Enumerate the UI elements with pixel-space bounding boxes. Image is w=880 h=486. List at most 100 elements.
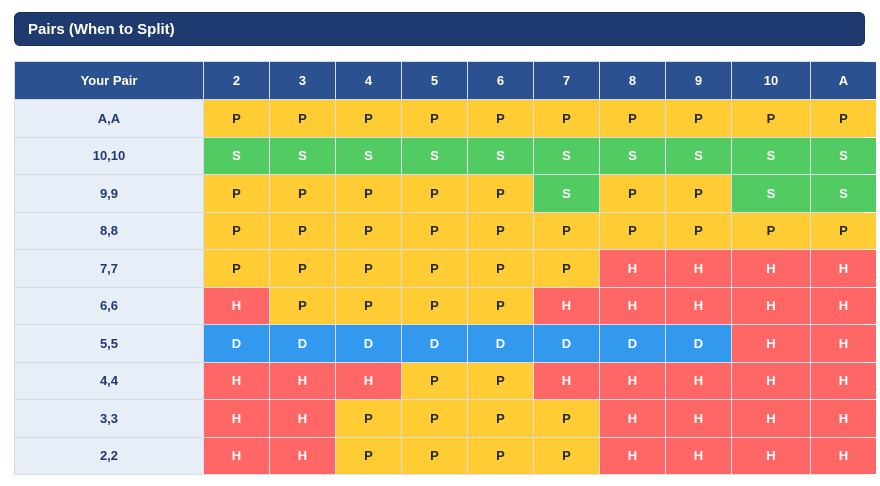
action-cell: P — [534, 212, 599, 249]
action-cell: H — [666, 362, 731, 399]
action-cell: H — [811, 362, 876, 399]
column-header: 2 — [204, 62, 269, 99]
action-cell: D — [204, 325, 269, 362]
action-cell: P — [402, 437, 467, 474]
action-cell: P — [336, 437, 401, 474]
action-cell: P — [270, 212, 335, 249]
column-header: 4 — [336, 62, 401, 99]
action-cell: H — [811, 287, 876, 324]
action-cell: S — [600, 137, 665, 174]
action-cell: D — [336, 325, 401, 362]
action-cell: P — [666, 100, 731, 137]
action-cell: H — [600, 250, 665, 287]
action-cell: D — [270, 325, 335, 362]
column-header: A — [811, 62, 876, 99]
action-cell: H — [534, 287, 599, 324]
action-cell: S — [732, 175, 810, 212]
action-cell: P — [600, 100, 665, 137]
action-cell: P — [204, 175, 269, 212]
action-cell: S — [270, 137, 335, 174]
column-header: 3 — [270, 62, 335, 99]
action-cell: P — [204, 212, 269, 249]
row-header: 3,3 — [15, 400, 203, 437]
action-cell: P — [204, 250, 269, 287]
row-header: A,A — [15, 100, 203, 137]
action-cell: S — [402, 137, 467, 174]
row-header: 4,4 — [15, 362, 203, 399]
action-cell: H — [204, 400, 269, 437]
column-header: 5 — [402, 62, 467, 99]
action-cell: H — [732, 400, 810, 437]
action-cell: P — [534, 400, 599, 437]
action-cell: P — [666, 212, 731, 249]
action-cell: P — [468, 362, 533, 399]
action-cell: S — [811, 137, 876, 174]
action-cell: P — [468, 175, 533, 212]
row-header: 8,8 — [15, 212, 203, 249]
action-cell: P — [468, 100, 533, 137]
title-bar: Pairs (When to Split) — [14, 12, 865, 46]
action-cell: P — [270, 250, 335, 287]
column-header: Your Pair — [15, 62, 203, 99]
action-cell: H — [534, 362, 599, 399]
action-cell: P — [468, 212, 533, 249]
action-cell: P — [811, 100, 876, 137]
action-cell: P — [402, 175, 467, 212]
action-cell: H — [732, 325, 810, 362]
action-cell: H — [270, 400, 335, 437]
action-cell: P — [336, 100, 401, 137]
column-header: 10 — [732, 62, 810, 99]
action-cell: P — [204, 100, 269, 137]
action-cell: P — [402, 100, 467, 137]
action-cell: H — [666, 250, 731, 287]
row-header: 7,7 — [15, 250, 203, 287]
action-cell: S — [534, 137, 599, 174]
action-cell: H — [270, 437, 335, 474]
row-header: 6,6 — [15, 287, 203, 324]
action-cell: P — [468, 437, 533, 474]
action-cell: H — [204, 287, 269, 324]
action-cell: P — [336, 175, 401, 212]
action-cell: P — [402, 287, 467, 324]
action-cell: P — [732, 100, 810, 137]
action-cell: H — [204, 437, 269, 474]
row-header: 2,2 — [15, 437, 203, 474]
action-cell: S — [468, 137, 533, 174]
action-cell: D — [600, 325, 665, 362]
row-header: 5,5 — [15, 325, 203, 362]
action-cell: H — [732, 287, 810, 324]
action-cell: S — [204, 137, 269, 174]
action-cell: P — [402, 400, 467, 437]
action-cell: H — [732, 250, 810, 287]
action-cell: P — [811, 212, 876, 249]
action-cell: P — [336, 212, 401, 249]
action-cell: H — [811, 325, 876, 362]
strategy-table: Your Pair 2 3 4 5 6 7 8 9 10 A A,A P P P P P P P P P P 10,10 S S… — [14, 61, 876, 475]
action-cell: S — [666, 137, 731, 174]
action-cell: P — [468, 400, 533, 437]
column-header: 9 — [666, 62, 731, 99]
action-cell: P — [600, 212, 665, 249]
action-cell: P — [270, 287, 335, 324]
action-cell: D — [666, 325, 731, 362]
action-cell: H — [600, 437, 665, 474]
action-cell: P — [402, 212, 467, 249]
action-cell: H — [811, 437, 876, 474]
action-cell: P — [270, 175, 335, 212]
row-header: 10,10 — [15, 137, 203, 174]
action-cell: H — [600, 287, 665, 324]
action-cell: H — [732, 437, 810, 474]
action-cell: D — [468, 325, 533, 362]
column-header: 7 — [534, 62, 599, 99]
action-cell: H — [600, 400, 665, 437]
action-cell: H — [811, 400, 876, 437]
action-cell: H — [811, 250, 876, 287]
action-cell: H — [270, 362, 335, 399]
row-header: 9,9 — [15, 175, 203, 212]
action-cell: D — [534, 325, 599, 362]
action-cell: D — [402, 325, 467, 362]
action-cell: P — [666, 175, 731, 212]
action-cell: P — [534, 100, 599, 137]
action-cell: H — [600, 362, 665, 399]
action-cell: P — [336, 287, 401, 324]
